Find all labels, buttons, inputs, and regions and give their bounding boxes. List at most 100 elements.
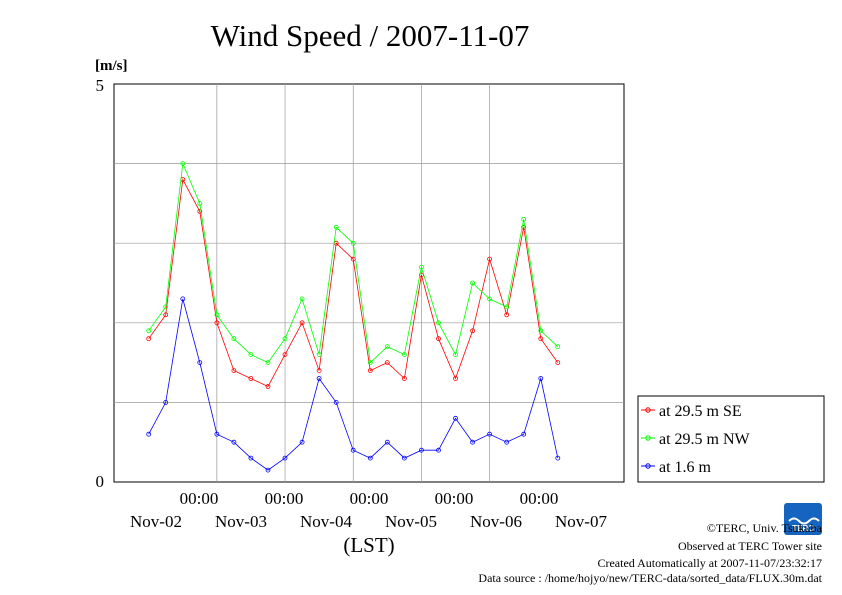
terc-logo: TERC [784,503,822,535]
data-point [231,439,237,445]
x-tick-label: 00:00 [350,489,389,508]
data-point [384,344,390,350]
legend-label-se: at 29.5 m SE [659,403,742,420]
grid [114,84,624,482]
data-point [180,296,186,302]
data-point [538,336,544,342]
data-point [197,200,203,206]
x-axis-label: (LST) [343,533,394,557]
data-point [248,352,254,358]
data-point [521,431,527,437]
series-1 [146,161,561,366]
data-point [487,431,493,437]
data-point [231,368,237,374]
data-point [487,296,493,302]
data-point [470,328,476,334]
data-point [367,360,373,366]
data-point [316,352,322,358]
data-point [401,376,407,381]
data-point [538,328,544,334]
terc-logo-wave-icon [788,517,820,525]
data-point [453,352,458,358]
legend-marker-se [645,407,651,413]
data-point [265,360,271,366]
footer-created: Created Automatically at 2007-11-07/23:3… [597,556,822,570]
data-point [248,376,254,381]
legend: at 29.5 m SE at 29.5 m NW at 1.6 m [637,395,825,483]
data-point [418,264,424,270]
footer-observed: Observed at TERC Tower site [678,539,822,553]
x-tick-label: 00:00 [520,489,559,508]
x-date-label: Nov-04 [300,512,352,531]
x-date-label: Nov-07 [555,512,607,531]
data-point [282,352,288,358]
series-line [148,178,559,388]
footer-copyright: ©TERC, Univ. Tsukuba [707,521,823,535]
data-point [197,208,203,214]
x-date-label: Nov-03 [215,512,267,531]
data-point [248,455,254,461]
data-point [282,455,288,461]
data-point [180,161,186,167]
data-point [436,336,441,342]
y-axis-unit: [m/s] [95,58,128,74]
data-point [299,296,305,302]
x-date-label: Nov-02 [130,512,182,531]
data-point [504,304,510,310]
data-point [555,455,561,461]
data-point [146,431,152,437]
data-point [453,415,458,421]
legend-marker-nw [645,435,651,441]
y-tick-label-bottom: 0 [96,472,105,491]
y-tick-label-top: 5 [96,76,105,95]
data-point [146,336,152,342]
data-point [163,399,169,405]
data-point [214,312,220,318]
data-point [401,455,407,461]
data-point [470,280,476,286]
data-point [470,439,476,445]
series-line [148,162,559,364]
series-2 [146,296,561,473]
data-point [401,352,407,358]
plot-frame [113,83,625,483]
series-0 [146,177,561,389]
data-point [555,360,561,366]
x-tick-label: 00:00 [435,489,474,508]
data-point [350,447,356,453]
data-point [555,344,561,350]
data-point [384,439,390,445]
data-point [333,224,339,230]
data-point [265,467,271,473]
data-point [504,312,510,318]
data-point [504,439,510,445]
series-line [148,298,559,471]
data-point [418,272,424,278]
data-point [265,384,271,389]
data-point [367,368,373,374]
data-point [453,376,458,381]
x-tick-label: 00:00 [180,489,219,508]
x-date-label: Nov-06 [470,512,522,531]
data-point [487,256,493,262]
terc-logo-badge [784,503,822,535]
footer-source: Data source : /home/hojyo/new/TERC-data/… [478,571,822,585]
x-date-label: Nov-05 [385,512,437,531]
terc-logo-text: TERC [792,524,814,533]
data-point [282,336,288,342]
data-point [231,336,237,342]
x-tick-label: 00:00 [265,489,304,508]
data-point [316,376,322,381]
legend-box [637,395,825,483]
series-layer [146,161,561,473]
data-point [538,376,544,381]
legend-marker-low [645,463,651,469]
data-point [163,312,169,318]
data-point [316,368,322,374]
legend-label-nw: at 29.5 m NW [659,431,751,448]
data-point [350,240,356,246]
data-point [163,304,169,310]
data-point [436,320,441,326]
data-point [333,399,339,405]
